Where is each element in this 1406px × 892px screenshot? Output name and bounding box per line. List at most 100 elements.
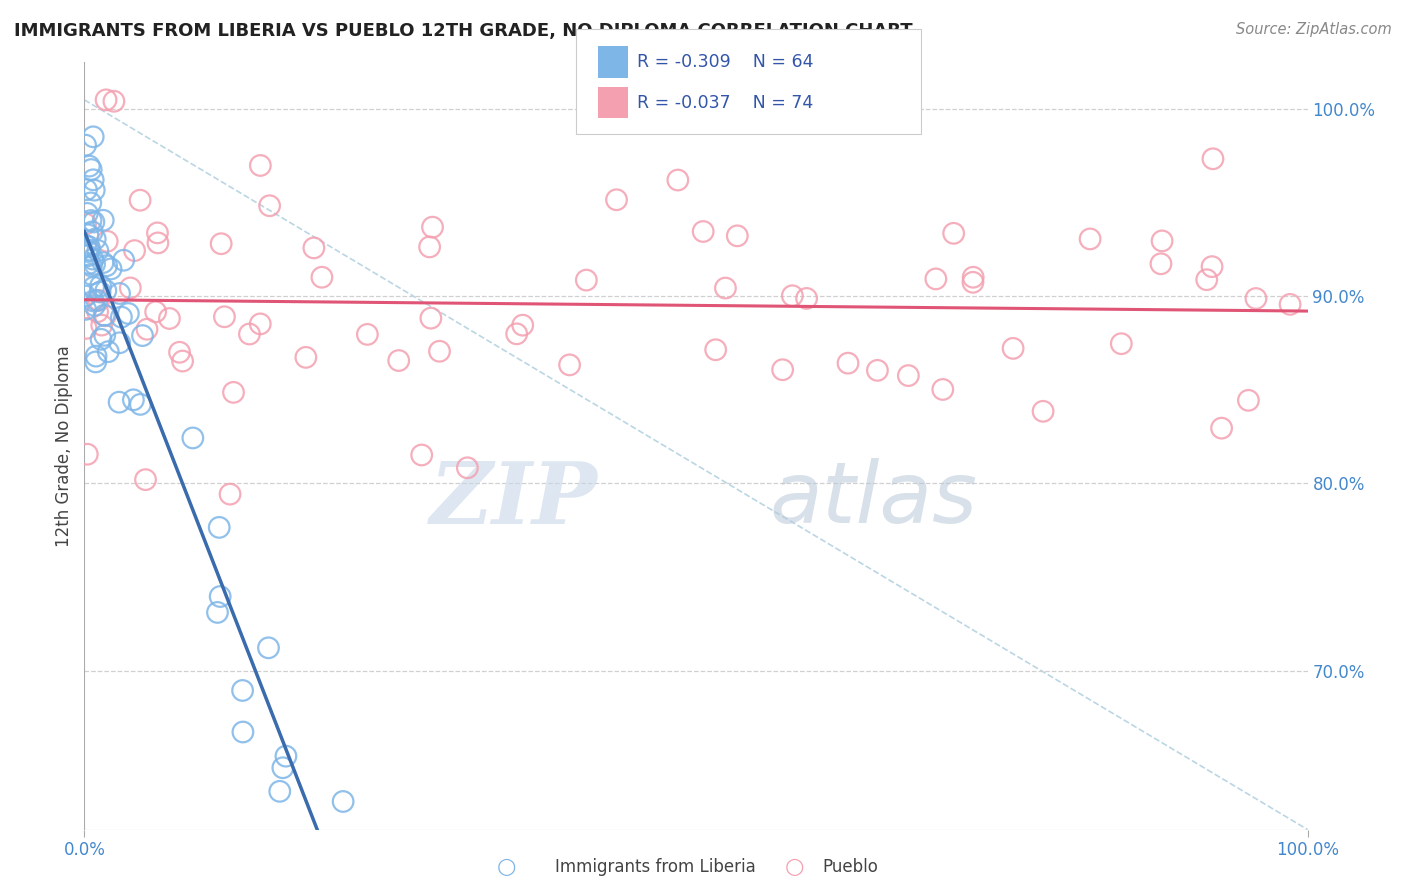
Point: [135, 473, 157, 487]
Point: [422, 220, 444, 235]
Point: [1111, 336, 1133, 351]
Point: [962, 275, 984, 289]
Point: [129, 193, 152, 207]
Point: [1078, 232, 1101, 246]
Point: [429, 344, 451, 359]
Point: [90, 332, 112, 346]
Point: [94, 93, 117, 107]
Point: [83, 257, 105, 271]
Point: [146, 235, 169, 250]
Point: [83, 183, 105, 197]
Point: [108, 335, 131, 350]
Point: [1032, 404, 1054, 418]
Point: [169, 345, 191, 359]
Point: [232, 725, 254, 739]
Text: ○: ○: [496, 857, 516, 877]
Point: [725, 228, 748, 243]
Point: [512, 318, 534, 333]
Text: R = -0.309    N = 64: R = -0.309 N = 64: [637, 54, 814, 71]
Point: [77, 227, 100, 242]
Point: [108, 395, 131, 409]
Point: [83, 280, 105, 294]
Point: [75, 183, 97, 197]
Point: [79, 159, 101, 173]
Point: [136, 322, 159, 336]
Point: [129, 397, 152, 411]
Point: [94, 309, 117, 323]
Point: [209, 236, 232, 251]
Point: [932, 383, 955, 397]
Point: [82, 293, 104, 308]
Point: [87, 293, 110, 308]
Point: [82, 129, 104, 144]
Text: Source: ZipAtlas.com: Source: ZipAtlas.com: [1236, 22, 1392, 37]
Point: [75, 302, 97, 317]
Point: [1237, 393, 1260, 408]
Point: [79, 243, 101, 257]
Point: [897, 368, 920, 383]
Point: [257, 640, 280, 655]
Point: [77, 240, 100, 254]
Point: [796, 292, 818, 306]
Point: [84, 349, 107, 363]
Point: [332, 795, 354, 809]
Point: [558, 358, 581, 372]
Point: [76, 249, 98, 263]
Point: [942, 227, 965, 241]
Point: [714, 281, 737, 295]
Point: [80, 259, 103, 273]
Point: [75, 217, 97, 231]
Point: [159, 311, 181, 326]
Point: [84, 355, 107, 369]
Point: [782, 289, 804, 303]
Point: [274, 749, 297, 764]
Point: [145, 305, 167, 319]
Point: [100, 261, 122, 276]
Point: [209, 590, 232, 604]
Point: [94, 284, 117, 298]
Point: [75, 138, 97, 153]
Point: [181, 431, 204, 445]
Point: [1244, 292, 1267, 306]
Point: [222, 385, 245, 400]
Point: [605, 193, 627, 207]
Point: [124, 244, 146, 258]
Point: [97, 344, 120, 359]
Point: [1211, 421, 1233, 435]
Point: [86, 293, 108, 308]
Point: [772, 362, 794, 376]
Point: [704, 343, 727, 357]
Point: [131, 328, 153, 343]
Point: [837, 356, 859, 370]
Point: [89, 285, 111, 299]
Point: [84, 232, 107, 246]
Point: [207, 606, 229, 620]
Point: [77, 244, 100, 259]
Point: [91, 213, 114, 227]
Text: ZIP: ZIP: [430, 458, 598, 541]
Point: [90, 318, 112, 332]
Point: [962, 270, 984, 285]
Point: [76, 206, 98, 220]
Point: [120, 281, 142, 295]
Point: [1201, 260, 1223, 274]
Point: [76, 447, 98, 461]
Point: [83, 298, 105, 312]
Point: [80, 195, 103, 210]
Point: [219, 487, 242, 501]
Point: [238, 326, 260, 341]
Point: [93, 308, 115, 322]
Point: [82, 173, 104, 187]
Text: IMMIGRANTS FROM LIBERIA VS PUEBLO 12TH GRADE, NO DIPLOMA CORRELATION CHART: IMMIGRANTS FROM LIBERIA VS PUEBLO 12TH G…: [14, 22, 912, 40]
Point: [96, 259, 118, 273]
Text: Immigrants from Liberia: Immigrants from Liberia: [555, 858, 756, 876]
Point: [83, 215, 105, 229]
Point: [311, 270, 333, 285]
Point: [1150, 257, 1173, 271]
Point: [103, 95, 125, 109]
Point: [271, 761, 294, 775]
Point: [93, 328, 115, 343]
Point: [1195, 273, 1218, 287]
Point: [208, 520, 231, 534]
Point: [82, 252, 104, 266]
